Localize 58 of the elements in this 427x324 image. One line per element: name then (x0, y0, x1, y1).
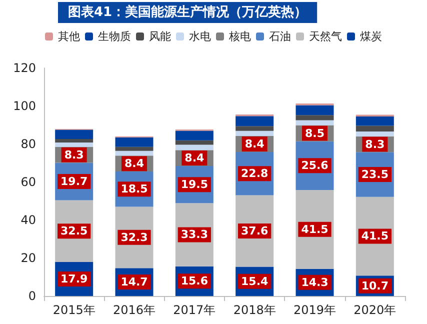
data-label: 14.7 (120, 276, 148, 289)
data-label: 8.4 (184, 152, 204, 165)
data-label: 23.5 (361, 168, 388, 181)
y-tick-label: 60 (20, 175, 36, 189)
data-label: 32.5 (60, 224, 88, 238)
bar (175, 140, 214, 145)
y-tick-label: 120 (13, 61, 36, 75)
data-label: 18.5 (120, 182, 148, 196)
x-tick-label: 2015年 (52, 303, 96, 317)
legend-label: 煤炭 (360, 30, 382, 43)
data-label: 8.4 (244, 138, 265, 150)
data-label: 15.6 (180, 274, 208, 288)
data-label: 8.3 (365, 138, 385, 151)
bar (175, 130, 214, 140)
bar (356, 126, 394, 132)
bar (296, 115, 334, 120)
data-label: 41.5 (301, 222, 328, 236)
y-tick-label: 80 (20, 137, 36, 151)
x-tick-label: 2017年 (173, 303, 216, 317)
data-label: 17.9 (60, 272, 88, 286)
bar (356, 116, 394, 126)
data-label: 10.7 (361, 279, 388, 292)
data-label: 25.6 (301, 159, 329, 172)
chart-title: 图表41：美国能源生产情况（万亿英热） (68, 4, 308, 20)
data-label: 33.3 (180, 228, 208, 242)
bar (236, 126, 274, 131)
data-label: 8.3 (64, 148, 84, 162)
legend-label: 天然气 (309, 30, 342, 43)
y-tick-label: 100 (13, 99, 36, 113)
data-label: 19.7 (60, 175, 88, 188)
bar (55, 130, 94, 140)
y-tick-label: 20 (20, 251, 36, 265)
legend-label: 生物质 (98, 30, 131, 43)
bar (236, 116, 274, 126)
data-label: 8.4 (124, 157, 144, 170)
legend-label: 石油 (269, 30, 291, 43)
bar (296, 105, 334, 116)
data-label: 15.4 (241, 274, 268, 288)
x-tick-label: 2018年 (233, 303, 276, 317)
bar (115, 137, 154, 147)
bar (115, 146, 154, 151)
data-label: 37.6 (241, 224, 268, 238)
x-tick-label: 2020年 (354, 303, 396, 317)
data-label: 8.5 (305, 126, 324, 140)
data-label: 19.5 (180, 178, 208, 192)
legend-label: 水电 (189, 30, 211, 43)
x-tick-label: 2019年 (293, 303, 336, 317)
legend-label: 核电 (228, 30, 251, 43)
data-label: 22.8 (241, 167, 268, 180)
x-tick-label: 2016年 (112, 303, 156, 317)
y-tick-label: 40 (20, 213, 36, 227)
bar (55, 139, 94, 142)
data-label: 41.5 (361, 230, 388, 243)
data-label: 32.3 (120, 230, 148, 244)
legend-label: 其他 (58, 30, 80, 43)
y-tick-label: 0 (28, 289, 36, 303)
legend-label: 风能 (149, 30, 171, 43)
data-label: 14.3 (301, 276, 328, 289)
